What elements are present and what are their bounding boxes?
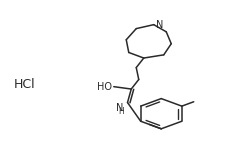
Text: HO: HO (98, 82, 112, 92)
Text: HCl: HCl (14, 78, 36, 91)
Text: N: N (156, 20, 163, 30)
Text: H: H (118, 107, 124, 116)
Text: N: N (116, 103, 124, 113)
